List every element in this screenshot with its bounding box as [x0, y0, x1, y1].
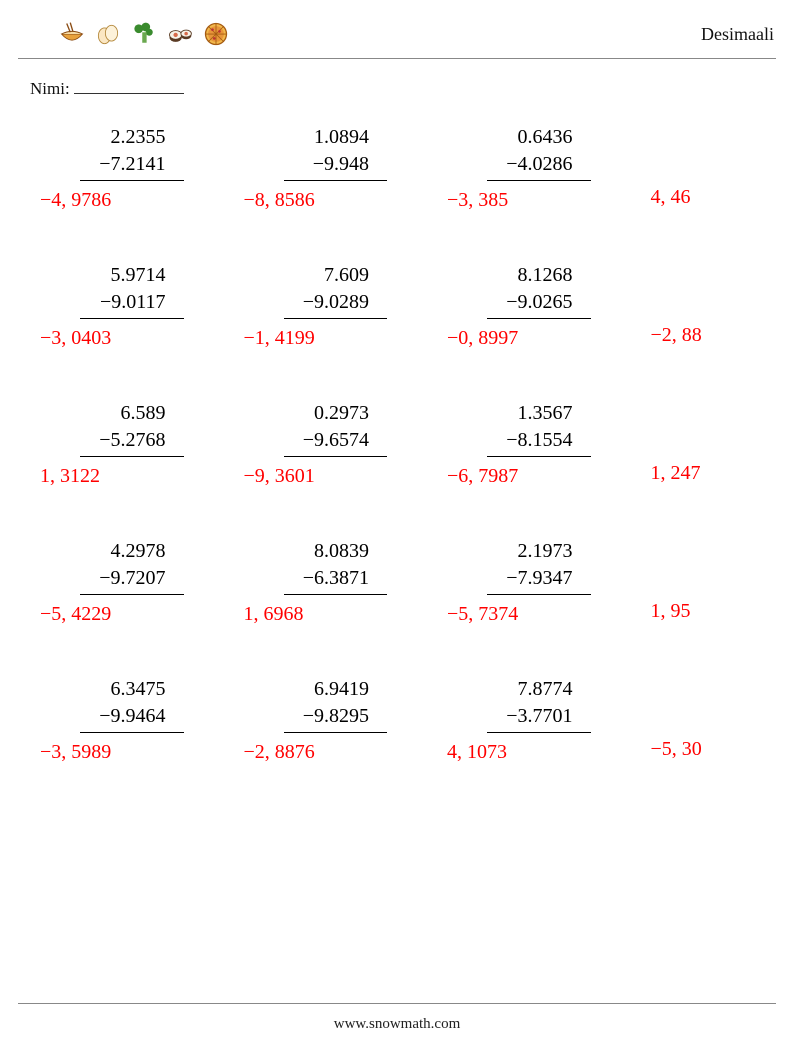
problem-row: 2.2355−7.2141−4, 97861.0894−9.948−8, 858…	[50, 124, 794, 214]
answer: −2, 8876	[244, 739, 388, 766]
answer: 1, 6968	[244, 601, 388, 628]
pizza-icon	[202, 20, 230, 48]
minuend: 6.9419	[254, 676, 388, 703]
header-title: Desimaali	[701, 24, 776, 45]
subtrahend: −9.0289	[284, 289, 388, 319]
name-blank[interactable]	[74, 93, 184, 94]
minuend: 7.609	[254, 262, 388, 289]
subtrahend: −8.1554	[487, 427, 591, 457]
answer: −9, 3601	[244, 463, 388, 490]
problem: 7.8774−3.77014, 1073	[457, 676, 591, 766]
eggs-icon	[94, 20, 122, 48]
minuend: 6.3475	[50, 676, 184, 703]
minuend: 5.9714	[50, 262, 184, 289]
problem-row: 6.3475−9.9464−3, 59896.9419−9.8295−2, 88…	[50, 676, 794, 766]
problem: 1.0894−9.948−8, 8586	[254, 124, 388, 214]
minuend: 0.6436	[457, 124, 591, 151]
answer: −1, 4199	[244, 325, 388, 352]
footer-text: www.snowmath.com	[334, 1016, 461, 1032]
subtrahend: −5.2768	[80, 427, 184, 457]
subtrahend: −9.0265	[487, 289, 591, 319]
sushi-icon	[166, 20, 194, 48]
icon-row	[58, 20, 230, 48]
problem: 1, 247	[661, 400, 794, 490]
answer: −3, 385	[447, 187, 591, 214]
problem: 2.1973−7.9347−5, 7374	[457, 538, 591, 628]
answer: −5, 4229	[40, 601, 184, 628]
problem: −2, 88	[661, 262, 794, 352]
problem: 8.0839−6.38711, 6968	[254, 538, 388, 628]
problem: 2.2355−7.2141−4, 9786	[50, 124, 184, 214]
subtrahend: −7.9347	[487, 565, 591, 595]
answer: 4, 46	[651, 184, 794, 211]
problem: 4.2978−9.7207−5, 4229	[50, 538, 184, 628]
noodle-bowl-icon	[58, 20, 86, 48]
minuend: 4.2978	[50, 538, 184, 565]
answer: −0, 8997	[447, 325, 591, 352]
problem: 6.3475−9.9464−3, 5989	[50, 676, 184, 766]
answer: −5, 7374	[447, 601, 591, 628]
answer: −8, 8586	[244, 187, 388, 214]
minuend: 0.2973	[254, 400, 388, 427]
subtrahend: −6.3871	[284, 565, 388, 595]
problem: 8.1268−9.0265−0, 8997	[457, 262, 591, 352]
problem: 6.589−5.27681, 3122	[50, 400, 184, 490]
name-label: Nimi:	[30, 79, 70, 98]
answer: 1, 3122	[40, 463, 184, 490]
minuend: 2.1973	[457, 538, 591, 565]
minuend: 2.2355	[50, 124, 184, 151]
answer: −6, 7987	[447, 463, 591, 490]
problem: 0.2973−9.6574−9, 3601	[254, 400, 388, 490]
answer: 1, 95	[651, 598, 794, 625]
minuend: 7.8774	[457, 676, 591, 703]
problem: 1.3567−8.1554−6, 7987	[457, 400, 591, 490]
minuend: 6.589	[50, 400, 184, 427]
problem-row: 6.589−5.27681, 31220.2973−9.6574−9, 3601…	[50, 400, 794, 490]
problem-row: 4.2978−9.7207−5, 42298.0839−6.38711, 696…	[50, 538, 794, 628]
minuend: 1.3567	[457, 400, 591, 427]
problem: 1, 95	[661, 538, 794, 628]
answer: −5, 30	[651, 736, 794, 763]
answer: −3, 0403	[40, 325, 184, 352]
subtrahend: −9.0117	[80, 289, 184, 319]
answer: −3, 5989	[40, 739, 184, 766]
problem: 7.609−9.0289−1, 4199	[254, 262, 388, 352]
minuend: 8.1268	[457, 262, 591, 289]
footer: www.snowmath.com	[18, 1003, 776, 1033]
problem: 6.9419−9.8295−2, 8876	[254, 676, 388, 766]
answer: −4, 9786	[40, 187, 184, 214]
subtrahend: −9.948	[284, 151, 388, 181]
name-field: Nimi:	[30, 79, 794, 99]
subtrahend: −4.0286	[487, 151, 591, 181]
problem-grid: 2.2355−7.2141−4, 97861.0894−9.948−8, 858…	[0, 124, 794, 766]
answer: −2, 88	[651, 322, 794, 349]
subtrahend: −9.9464	[80, 703, 184, 733]
answer: 4, 1073	[447, 739, 591, 766]
header-bar: Desimaali	[18, 0, 776, 59]
subtrahend: −3.7701	[487, 703, 591, 733]
problem: 0.6436−4.0286−3, 385	[457, 124, 591, 214]
subtrahend: −9.7207	[80, 565, 184, 595]
subtrahend: −9.6574	[284, 427, 388, 457]
problem: 4, 46	[661, 124, 794, 214]
problem: −5, 30	[661, 676, 794, 766]
minuend: 8.0839	[254, 538, 388, 565]
problem-row: 5.9714−9.0117−3, 04037.609−9.0289−1, 419…	[50, 262, 794, 352]
subtrahend: −7.2141	[80, 151, 184, 181]
subtrahend: −9.8295	[284, 703, 388, 733]
problem: 5.9714−9.0117−3, 0403	[50, 262, 184, 352]
broccoli-icon	[130, 20, 158, 48]
minuend: 1.0894	[254, 124, 388, 151]
answer: 1, 247	[651, 460, 794, 487]
